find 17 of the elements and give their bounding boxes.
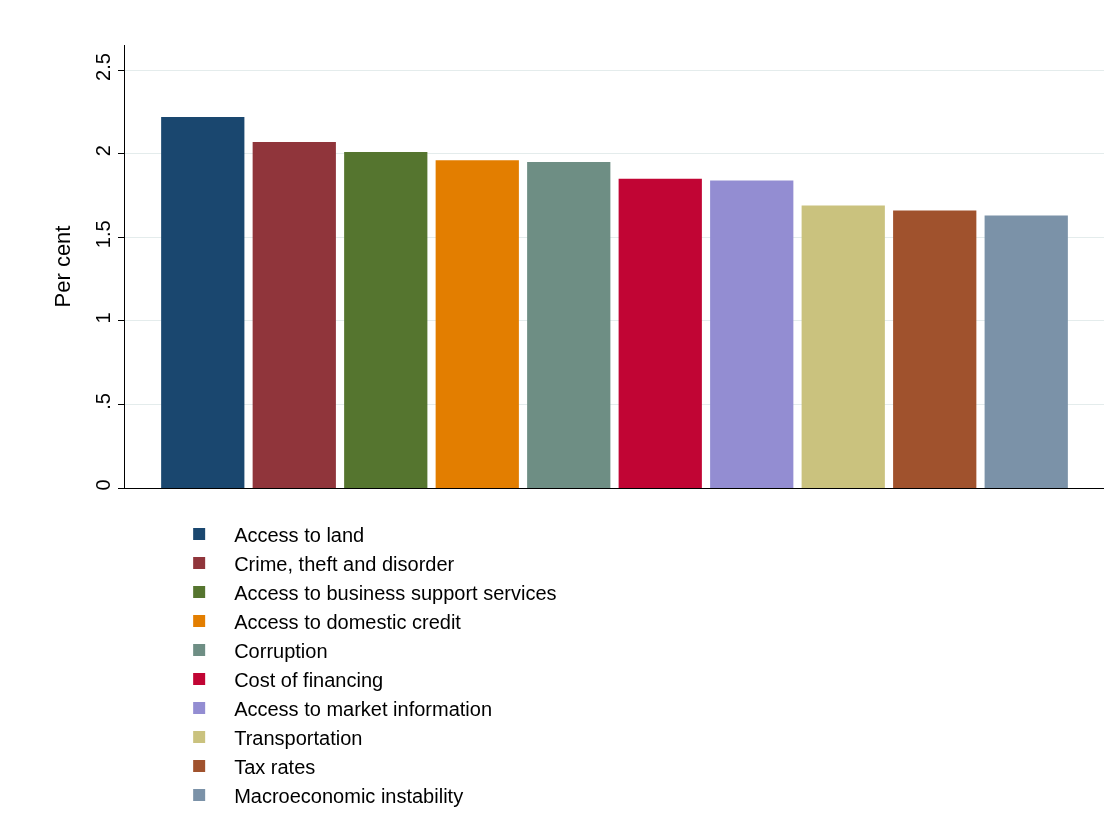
y-tick-label: 2 [92,145,114,157]
y-tick-label: .5 [92,393,114,410]
legend-label: Crime, theft and disorder [234,552,455,575]
legend-label: Corruption [234,639,328,662]
y-tick-label: 0 [92,479,114,491]
y-tick-label: 1 [92,312,114,324]
legend-label: Cost of financing [234,668,384,691]
legend-label: Access to domestic credit [234,610,462,633]
y-tick-label: 1.5 [92,220,114,249]
legend-label: Transportation [234,726,363,749]
legend-label: Access to business support services [234,581,557,604]
legend-label: Tax rates [234,755,316,778]
legend-label: Access to market information [234,697,493,720]
legend-label: Macroeconomic instability [234,784,464,807]
y-axis-title: Per cent [49,225,75,308]
legend-label: Access to land [234,523,365,546]
y-tick-label: 2.5 [92,53,114,81]
